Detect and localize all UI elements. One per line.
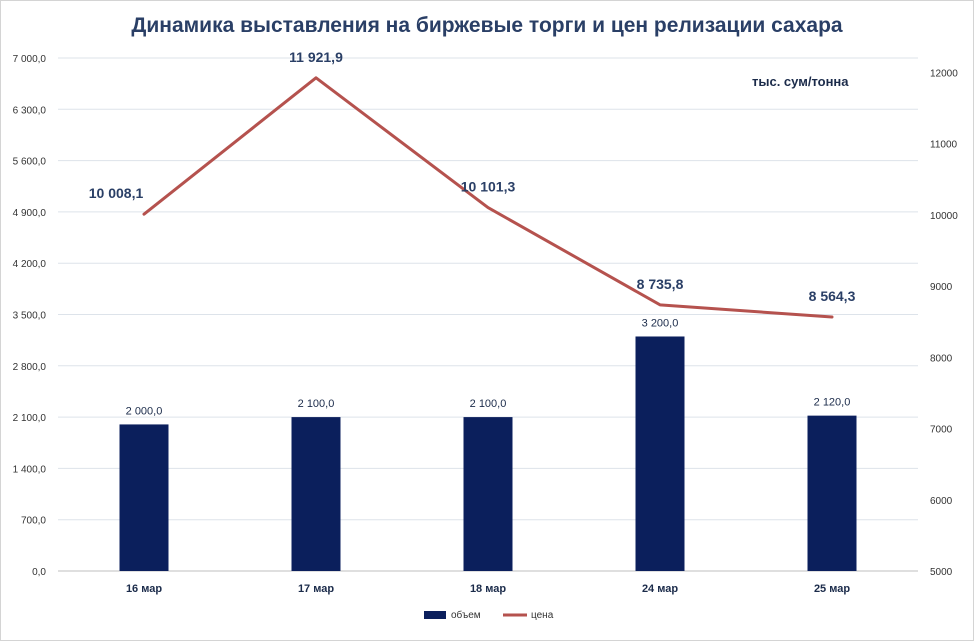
bar [635, 336, 685, 571]
x-tick-label: 16 мар [126, 583, 162, 595]
bar-data-label: 2 120,0 [814, 397, 851, 409]
y-left-tick-label: 3 500,0 [13, 311, 47, 322]
price-line [142, 76, 834, 319]
y-left-tick-label: 7 000,0 [13, 54, 47, 65]
legend-label-price: цена [531, 610, 554, 621]
y-left-tick-label: 2 800,0 [13, 362, 47, 373]
x-tick-label: 24 мар [642, 583, 678, 595]
bar [119, 424, 169, 571]
y-left-tick-label: 6 300,0 [13, 105, 47, 116]
y-right-tick-label: 8000 [930, 353, 953, 364]
y-left-tick-label: 5 600,0 [13, 157, 47, 168]
y-right-tick-label: 6000 [930, 496, 953, 507]
legend-label-volume: объем [451, 609, 481, 621]
unit-label: тыс. сум/тонна [752, 74, 849, 89]
y-left-tick-label: 1 400,0 [13, 464, 47, 475]
x-tick-label: 17 мар [298, 583, 334, 595]
line-data-label: 8 735,8 [637, 276, 684, 292]
y-right-tick-label: 5000 [930, 567, 953, 578]
line-data-label: 8 564,3 [809, 288, 856, 304]
bar-data-label: 2 100,0 [298, 398, 335, 410]
line-data-label: 11 921,9 [289, 49, 343, 65]
bar-data-label: 2 100,0 [470, 398, 507, 410]
bar [807, 415, 857, 571]
line-data-label: 10 101,3 [461, 179, 516, 195]
y-left-tick-label: 2 100,0 [13, 413, 47, 424]
y-left-tick-label: 4 200,0 [13, 259, 47, 270]
y-left-tick-label: 700,0 [21, 516, 46, 527]
y-right-tick-label: 7000 [930, 425, 953, 436]
x-tick-label: 25 мар [814, 583, 850, 595]
bar [463, 417, 513, 571]
chart-title: Динамика выставления на биржевые торги и… [131, 14, 843, 37]
x-tick-label: 18 мар [470, 583, 506, 595]
bar-data-label: 2 000,0 [126, 405, 163, 417]
y-right-tick-label: 11000 [930, 140, 958, 151]
y-right-tick-label: 10000 [930, 211, 958, 222]
bar [291, 417, 341, 571]
y-left-tick-label: 0,0 [32, 567, 46, 578]
legend-swatch-bar [424, 611, 446, 619]
y-left-tick-label: 4 900,0 [13, 208, 47, 219]
line-data-label: 10 008,1 [89, 185, 144, 201]
bar-data-label: 3 200,0 [642, 317, 679, 329]
y-right-tick-label: 12000 [930, 68, 958, 79]
y-right-tick-label: 9000 [930, 282, 953, 293]
